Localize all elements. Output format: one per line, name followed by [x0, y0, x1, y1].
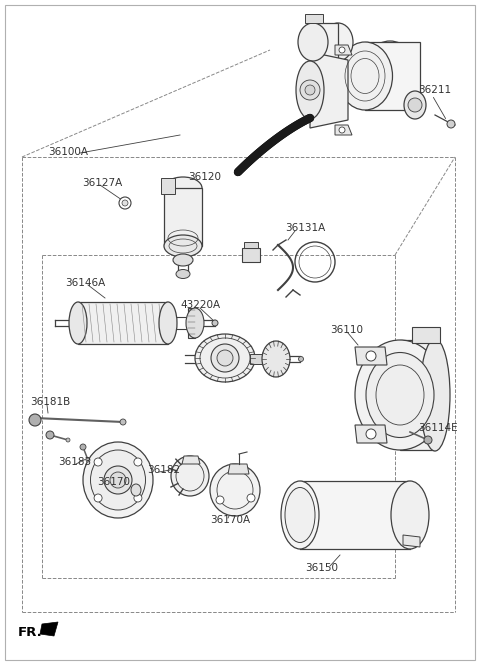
Polygon shape	[305, 14, 323, 23]
Text: 36131A: 36131A	[285, 223, 325, 233]
Circle shape	[366, 429, 376, 439]
Ellipse shape	[355, 340, 445, 450]
Circle shape	[447, 120, 455, 128]
Polygon shape	[355, 347, 387, 365]
Text: 36100A: 36100A	[48, 147, 88, 157]
Ellipse shape	[285, 488, 315, 543]
Ellipse shape	[404, 91, 426, 119]
Circle shape	[247, 494, 255, 502]
Polygon shape	[412, 327, 440, 343]
Circle shape	[217, 350, 233, 366]
Ellipse shape	[262, 341, 290, 377]
Ellipse shape	[299, 356, 303, 362]
Circle shape	[46, 431, 54, 439]
Text: 36114E: 36114E	[418, 423, 457, 433]
Ellipse shape	[323, 23, 353, 61]
Text: 43220A: 43220A	[180, 300, 220, 310]
Ellipse shape	[366, 352, 434, 438]
Circle shape	[300, 80, 320, 100]
Circle shape	[305, 85, 315, 95]
Polygon shape	[335, 45, 352, 55]
Polygon shape	[78, 302, 168, 344]
Ellipse shape	[186, 308, 204, 338]
Circle shape	[120, 419, 126, 425]
Ellipse shape	[164, 235, 202, 257]
Polygon shape	[182, 456, 200, 464]
Text: 36110: 36110	[330, 325, 363, 335]
Ellipse shape	[131, 484, 141, 496]
Ellipse shape	[391, 481, 429, 549]
Ellipse shape	[164, 177, 202, 199]
Text: 36181B: 36181B	[30, 397, 70, 407]
Ellipse shape	[173, 254, 193, 266]
Polygon shape	[161, 178, 175, 194]
Polygon shape	[228, 464, 249, 474]
Ellipse shape	[69, 302, 87, 344]
Text: 36127A: 36127A	[82, 178, 122, 188]
Polygon shape	[335, 125, 352, 135]
Ellipse shape	[337, 42, 393, 110]
Polygon shape	[250, 354, 263, 364]
Circle shape	[110, 472, 126, 488]
Circle shape	[94, 494, 102, 502]
Polygon shape	[164, 188, 202, 246]
Circle shape	[119, 197, 131, 209]
Ellipse shape	[91, 450, 145, 510]
Ellipse shape	[296, 61, 324, 119]
Circle shape	[366, 351, 376, 361]
Text: FR.: FR.	[18, 626, 43, 639]
Ellipse shape	[159, 302, 177, 344]
Circle shape	[94, 458, 102, 466]
Circle shape	[29, 414, 41, 426]
Circle shape	[104, 466, 132, 494]
Circle shape	[339, 47, 345, 53]
Polygon shape	[355, 425, 387, 443]
Circle shape	[216, 496, 224, 504]
Polygon shape	[365, 42, 420, 110]
Text: 36183: 36183	[58, 457, 91, 467]
Circle shape	[134, 458, 142, 466]
Text: 36146A: 36146A	[65, 278, 105, 288]
Text: 36182: 36182	[147, 465, 180, 475]
Circle shape	[66, 438, 70, 442]
Circle shape	[86, 458, 90, 462]
Ellipse shape	[195, 334, 255, 382]
Text: 36170: 36170	[97, 477, 130, 487]
Ellipse shape	[83, 442, 153, 518]
Polygon shape	[40, 622, 58, 636]
Polygon shape	[400, 340, 435, 450]
Ellipse shape	[420, 339, 450, 451]
Circle shape	[134, 494, 142, 502]
Ellipse shape	[212, 320, 218, 326]
Circle shape	[424, 436, 432, 444]
Polygon shape	[310, 52, 348, 128]
Text: 36120: 36120	[188, 172, 221, 182]
Polygon shape	[313, 23, 338, 61]
Polygon shape	[242, 248, 260, 262]
Circle shape	[80, 444, 86, 450]
Polygon shape	[300, 481, 410, 549]
Ellipse shape	[281, 481, 319, 549]
Circle shape	[408, 98, 422, 112]
Polygon shape	[188, 308, 195, 338]
Polygon shape	[244, 242, 258, 248]
Circle shape	[122, 200, 128, 206]
Text: 36211: 36211	[418, 85, 451, 95]
Circle shape	[339, 127, 345, 133]
Ellipse shape	[298, 23, 328, 61]
Ellipse shape	[362, 41, 418, 109]
Circle shape	[211, 344, 239, 372]
Ellipse shape	[176, 269, 190, 279]
Ellipse shape	[171, 456, 209, 496]
Polygon shape	[403, 535, 420, 547]
Ellipse shape	[210, 464, 260, 516]
Text: 36150: 36150	[305, 563, 338, 573]
Text: 36170A: 36170A	[210, 515, 250, 525]
